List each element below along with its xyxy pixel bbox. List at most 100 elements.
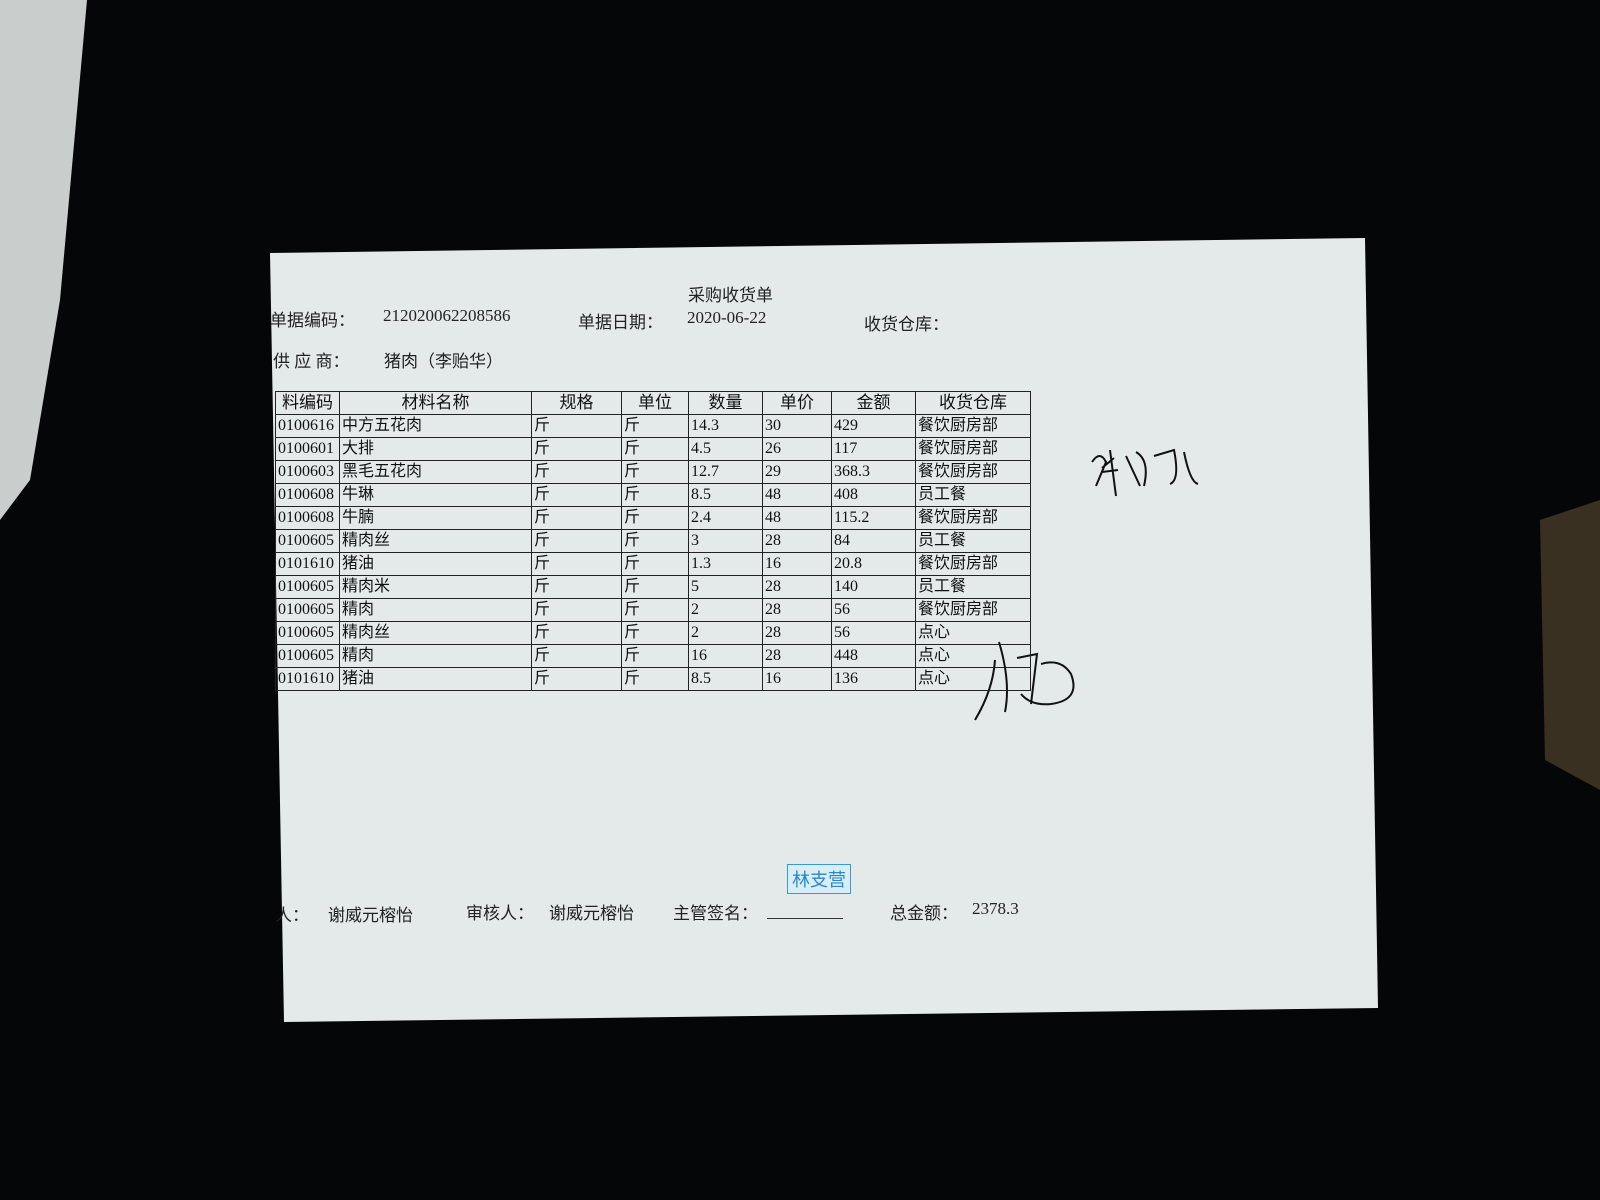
table-cell: 精肉米 [339,575,532,599]
table-cell: 餐饮厨房部 [915,506,1031,530]
doc-title: 采购收货单 [688,286,773,305]
field-label: 单据日期： [578,313,663,332]
field-value: 猪肉（李贻华） [384,352,503,371]
table-cell: 448 [831,644,916,668]
table-cell: 斤 [621,598,689,622]
table-cell: 28 [762,598,832,622]
table-cell: 牛琳 [339,483,532,507]
column-header: 金额 [831,391,916,415]
table-cell: 16 [688,644,763,668]
table-cell: 斤 [531,575,622,599]
column-header: 材料名称 [339,391,532,415]
table-row: 0101610 猪油斤斤 1.3 16 20.8 餐饮厨房部 [275,552,1031,576]
table-cell: 餐饮厨房部 [915,437,1031,461]
table-cell: 斤 [531,414,622,438]
table-cell: 精肉丝 [339,529,532,553]
table-cell: 28 [762,529,832,553]
table-cell: 30 [762,414,832,438]
column-header: 收货仓库 [915,391,1031,415]
table-cell: 0100605 [275,598,340,622]
table-cell: 0100605 [275,575,340,599]
table-cell: 140 [831,575,916,599]
table-cell: 斤 [531,644,622,668]
table-cell: 14.3 [688,414,763,438]
table-cell: 员工餐 [915,529,1031,553]
table-cell: 牛腩 [339,506,532,530]
table-cell: 中方五花肉 [339,414,532,438]
table-cell: 餐饮厨房部 [915,552,1031,576]
column-header: 数量 [688,391,763,415]
field-value: 2020-06-22 [687,308,767,327]
table-cell: 斤 [621,552,689,576]
header-row: 料编码 材料名称 规格 单位 数量 单价 金额 收货仓库 [275,391,1031,415]
table-cell: 115.2 [831,506,916,530]
table-cell: 点心 [915,667,1031,691]
column-header: 单价 [762,391,832,415]
table-cell: 斤 [531,460,622,484]
table-cell: 0100605 [275,529,340,553]
table-cell: 16 [762,552,832,576]
table-cell: 斤 [621,460,689,484]
table-cell: 2 [688,621,763,645]
field-label: 收货仓库： [864,315,949,334]
table-cell: 猪油 [339,667,532,691]
table-cell: 点心 [915,621,1031,645]
table-cell: 136 [831,667,916,691]
table-cell: 48 [762,483,832,507]
signature-line [767,918,843,919]
table-cell: 斤 [621,667,689,691]
table-cell: 0100601 [275,437,340,461]
table-cell: 0101610 [275,667,340,691]
table-cell: 员工餐 [915,483,1031,507]
table-row: 0100616 中方五花肉斤斤 14.3 30 429 餐饮厨房部 [275,414,1031,438]
table-cell: 斤 [531,667,622,691]
table-row: 0100605 精肉斤斤 2 28 56 餐饮厨房部 [275,598,1031,622]
table-cell: 368.3 [831,460,916,484]
column-header: 规格 [531,391,622,415]
table-cell: 28 [762,575,832,599]
table-cell: 精肉丝 [339,621,532,645]
table-cell: 斤 [531,506,622,530]
field-value: 谢威元榕怡 [328,906,413,925]
table-cell: 斤 [621,621,689,645]
table-cell: 餐饮厨房部 [915,598,1031,622]
table-cell: 斤 [531,437,622,461]
field-value: 212020062208586 [383,306,511,325]
table-cell: 斤 [531,529,622,553]
table-cell: 8.5 [688,483,763,507]
table-cell: 斤 [621,414,689,438]
table-row: 0100605 精肉丝斤斤 2 28 56 点心 [275,621,1031,645]
table-cell: 点心 [915,644,1031,668]
table-cell: 斤 [621,437,689,461]
table-cell: 精肉 [339,598,532,622]
table-cell: 2.4 [688,506,763,530]
table-cell: 16 [762,667,832,691]
table-cell: 0100608 [275,483,340,507]
table-cell: 56 [831,621,916,645]
table-cell: 餐饮厨房部 [915,460,1031,484]
other-paper [0,0,87,520]
table-cell: 48 [762,506,832,530]
signature [1091,448,1199,497]
table-row: 0101610 猪油斤斤 8.5 16 136 点心 [275,667,1031,691]
table-cell: 猪油 [339,552,532,576]
table-cell: 斤 [531,621,622,645]
table-cell: 84 [831,529,916,553]
table-cell: 斤 [531,552,622,576]
table-cell: 4.5 [688,437,763,461]
table-cell: 斤 [621,529,689,553]
table-row: 0100608 牛琳斤斤 8.5 48 408 员工餐 [275,483,1031,507]
table-cell: 黑毛五花肉 [339,460,532,484]
table-cell: 斤 [531,598,622,622]
field-label: 供 应 商： [273,352,350,371]
table-row: 0100601 大排斤斤 4.5 26 117 餐饮厨房部 [275,437,1031,461]
table-cell: 1.3 [688,552,763,576]
table-edge [1540,500,1600,790]
table-cell: 28 [762,644,832,668]
table-row: 0100605 精肉斤斤 16 28 448 点心 [275,644,1031,668]
table-row: 0100605 精肉米斤斤 5 28 140 员工餐 [275,575,1031,599]
table-cell: 0100605 [275,621,340,645]
table-cell: 3 [688,529,763,553]
table-cell: 5 [688,575,763,599]
